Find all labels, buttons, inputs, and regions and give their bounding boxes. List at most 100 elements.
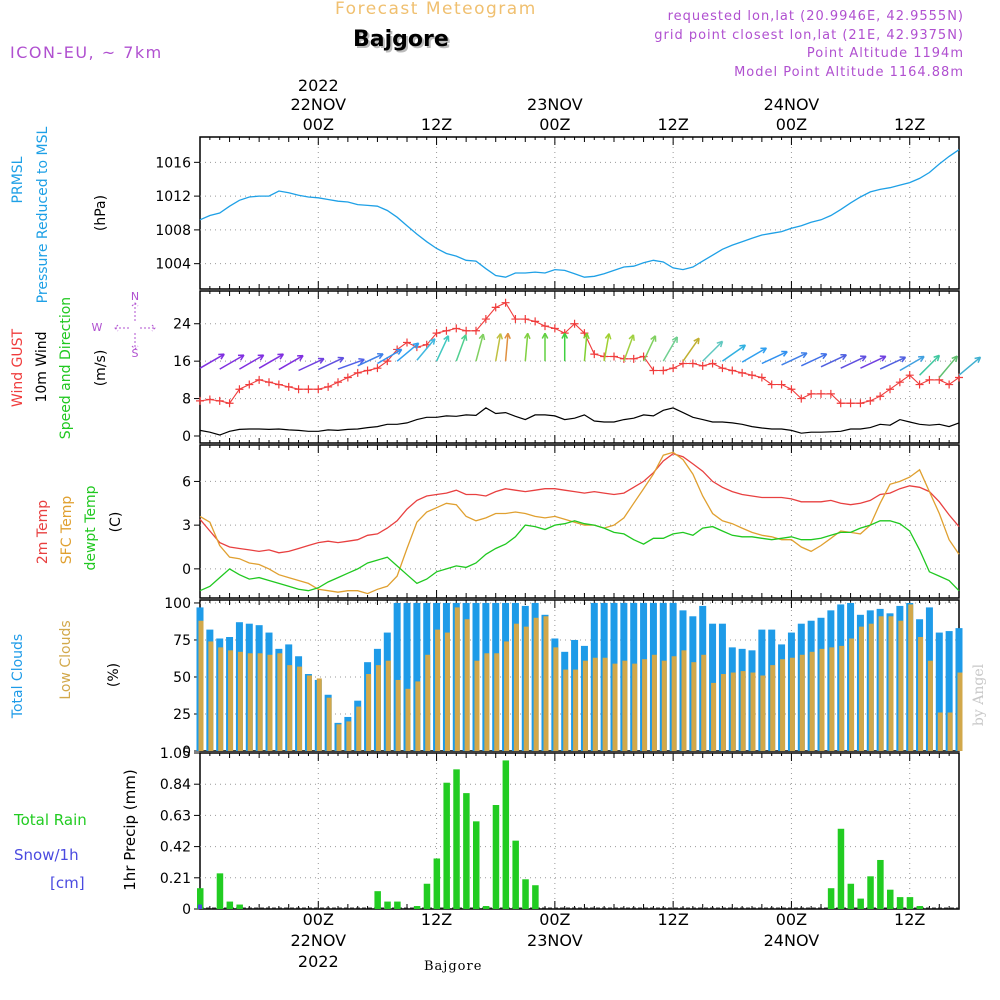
bottom-hour-label: 00Z — [539, 910, 570, 929]
rain-bar — [226, 901, 234, 909]
gust-marker — [245, 380, 254, 389]
rain-bar — [463, 793, 470, 909]
rain-bar — [482, 906, 490, 909]
wind-direction-arrow — [958, 356, 982, 376]
low-cloud-bar — [395, 679, 401, 751]
low-cloud-bar — [799, 654, 805, 751]
gust-marker — [196, 396, 204, 405]
clouds-tick-label: 100 — [164, 596, 191, 612]
top-hour-label: 00Z — [303, 115, 334, 134]
wind-direction-arrow — [761, 350, 788, 365]
rain-bar — [443, 782, 450, 909]
low-cloud-bar — [839, 645, 845, 751]
rain-bar — [837, 828, 845, 909]
gust-marker — [343, 373, 352, 382]
clouds-label1: Total Clouds — [10, 634, 26, 719]
low-cloud-bar — [878, 616, 884, 751]
gust-marker — [895, 378, 904, 387]
gust-marker — [294, 385, 303, 394]
low-cloud-bar — [740, 671, 746, 751]
wind-tick-label: 8 — [182, 392, 191, 408]
gust-marker — [659, 366, 668, 375]
rain-bar — [857, 898, 864, 909]
low-cloud-bar — [819, 648, 825, 751]
low-cloud-bar — [257, 653, 263, 751]
rain-bar — [197, 888, 204, 909]
bottom-hour-label: 12Z — [894, 910, 925, 929]
gust-marker — [255, 375, 264, 384]
low-cloud-bar — [563, 669, 569, 751]
gust-marker — [353, 368, 362, 377]
gust-marker — [915, 380, 924, 389]
wind-direction-arrow — [800, 353, 828, 367]
bottom-day-label: 23NOV — [527, 931, 583, 950]
temp-label3: dewpt Temp — [83, 485, 99, 570]
low-cloud-bar — [622, 660, 628, 751]
low-cloud-bar — [297, 666, 303, 751]
gust-marker — [274, 380, 283, 389]
gust-marker — [629, 354, 638, 363]
rain-bar — [492, 805, 500, 909]
low-cloud-bar — [701, 654, 707, 751]
gust-marker — [846, 399, 855, 408]
wind-direction-arrow — [919, 354, 941, 376]
bottom-hour-label: 00Z — [303, 910, 334, 929]
low-cloud-bar — [957, 672, 963, 751]
low-cloud-bar — [356, 706, 362, 751]
gust-marker — [905, 371, 914, 380]
low-cloud-bar — [336, 724, 342, 751]
low-cloud-bar — [582, 660, 588, 751]
clouds-unit: (%) — [106, 663, 122, 687]
wind-unit: (m/s) — [93, 350, 109, 387]
low-cloud-bar — [494, 653, 500, 751]
rain-bar — [906, 897, 914, 909]
low-cloud-bar — [770, 665, 776, 751]
low-cloud-bar — [504, 641, 510, 751]
gust-marker — [304, 385, 313, 394]
low-cloud-bar — [927, 660, 933, 751]
precip-tick-label: 0.84 — [160, 777, 191, 793]
low-cloud-bar — [454, 607, 460, 751]
rain-bar — [453, 769, 460, 909]
gust-series — [199, 301, 960, 404]
chart-title: Forecast Meteogram — [335, 0, 537, 19]
gust-marker — [491, 303, 500, 312]
wind-direction-arrow — [219, 354, 245, 370]
wind-direction-arrow — [416, 338, 436, 361]
sfc-temp-series — [199, 451, 960, 595]
low-cloud-bar — [780, 659, 786, 751]
wind-direction-arrow — [523, 332, 531, 362]
wind-direction-arrow — [357, 353, 384, 367]
low-cloud-bar — [918, 637, 924, 751]
wind-speed-series — [199, 407, 960, 436]
gust-marker — [314, 385, 323, 394]
gust-marker — [324, 382, 333, 391]
low-cloud-bar — [750, 672, 756, 751]
precip-tick-label: 0.21 — [160, 871, 191, 887]
gust-marker — [698, 361, 707, 370]
wind-direction-arrow — [455, 334, 468, 362]
low-cloud-bar — [681, 650, 687, 751]
gust-marker — [511, 315, 520, 324]
wind-direction-arrow — [642, 335, 657, 362]
low-cloud-bar — [592, 657, 598, 751]
wind-direction-arrow — [781, 352, 808, 366]
wind-direction-arrow — [879, 356, 907, 370]
compass-rose-icon — [114, 302, 156, 350]
wind-direction-arrow — [741, 347, 768, 363]
low-cloud-bar — [720, 674, 726, 751]
low-cloud-bar — [612, 663, 618, 751]
pressure-label1: PRMSL — [10, 156, 26, 203]
wind-direction-arrow — [938, 355, 959, 379]
temp-label1: 2m Temp — [35, 500, 51, 564]
top-hour-label: 12Z — [657, 115, 688, 134]
precip-legend-unit: [cm] — [50, 874, 85, 892]
rain-bar — [423, 883, 431, 909]
top-day-label: 23NOV — [527, 95, 583, 114]
wind-direction-arrow — [475, 333, 486, 362]
low-cloud-bar — [573, 669, 579, 751]
wind-direction-arrow — [239, 354, 265, 370]
wind-direction-arrow — [702, 340, 724, 362]
rain-bar — [887, 889, 894, 909]
